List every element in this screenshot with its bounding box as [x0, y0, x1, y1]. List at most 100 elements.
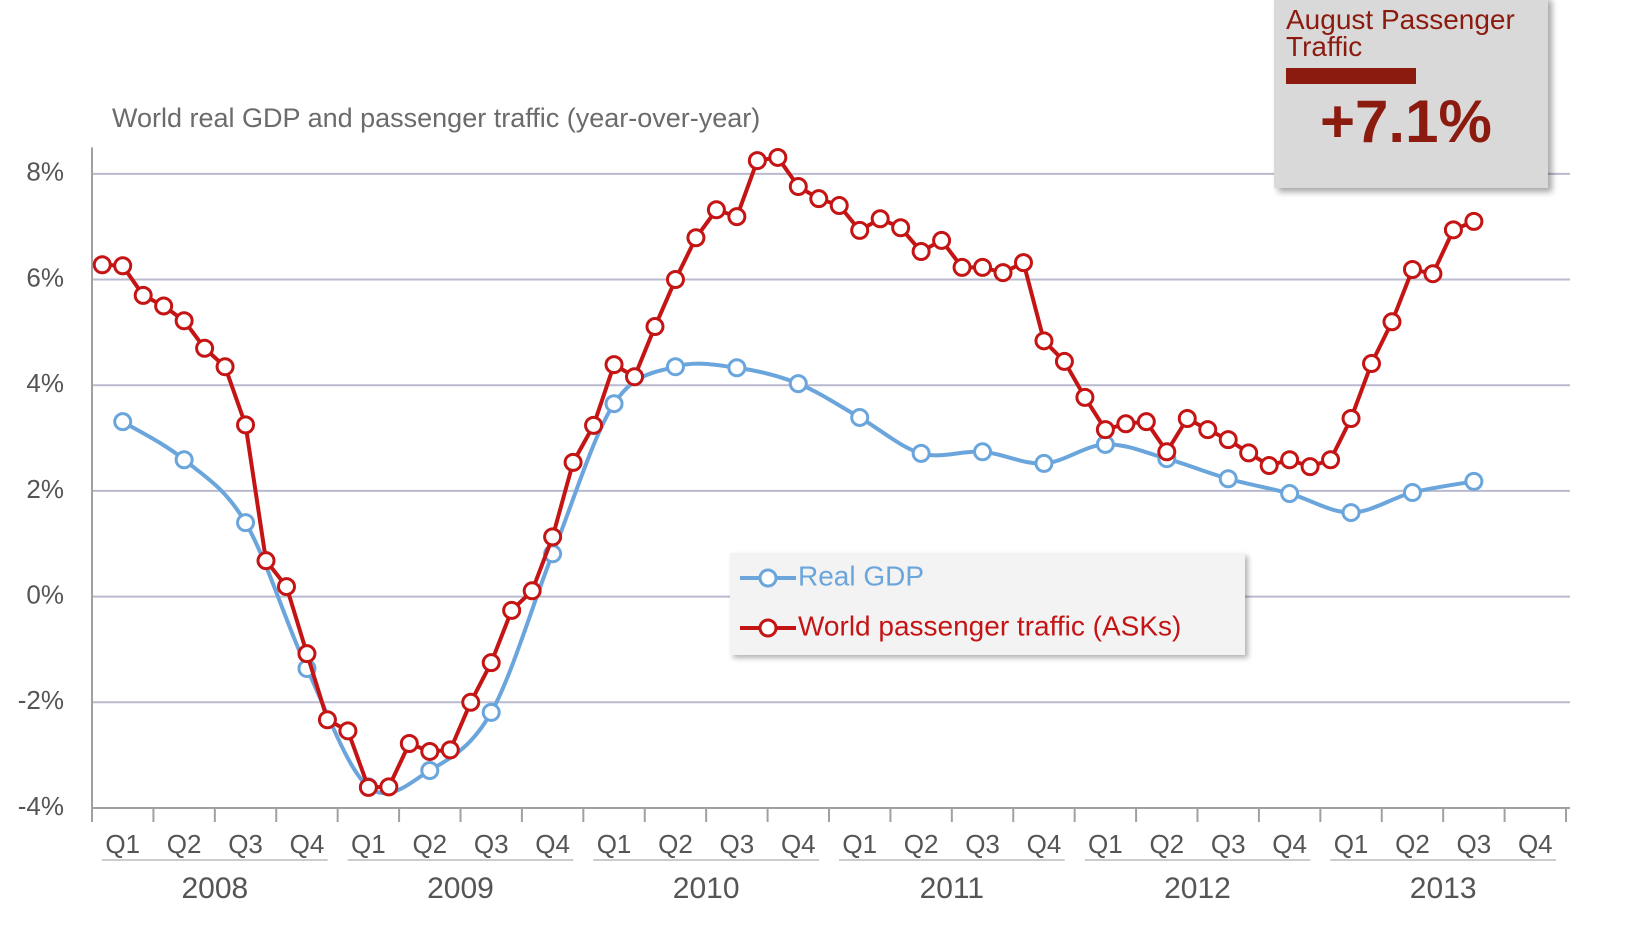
x-tick-label: Q2 — [1149, 829, 1184, 859]
point — [1054, 351, 1074, 371]
point — [1095, 420, 1115, 440]
point — [563, 452, 583, 472]
point — [236, 415, 256, 435]
point — [1198, 420, 1218, 440]
point — [727, 207, 747, 227]
point — [1423, 264, 1443, 284]
x-tick-label: Q1 — [1088, 829, 1123, 859]
year-label: 2013 — [1410, 872, 1477, 905]
x-tick-label: Q4 — [781, 829, 816, 859]
point — [686, 228, 706, 248]
point — [625, 367, 645, 387]
point — [1280, 450, 1300, 470]
point — [665, 270, 685, 290]
point — [1464, 211, 1484, 231]
point — [276, 577, 296, 597]
point — [1341, 409, 1361, 429]
year-label: 2011 — [920, 872, 985, 905]
point — [870, 209, 890, 229]
x-tick-label: Q1 — [105, 829, 140, 859]
point — [1136, 412, 1156, 432]
point — [1382, 312, 1402, 332]
point — [932, 230, 952, 250]
legend-label: Real GDP — [798, 560, 924, 591]
point — [195, 338, 215, 358]
point — [461, 692, 481, 712]
x-tick-label: Q3 — [228, 829, 263, 859]
point — [809, 189, 829, 209]
y-tick-label: 6% — [26, 262, 64, 292]
legend-items: Real GDP World passenger traffic (ASKs) — [740, 560, 1181, 641]
point — [1218, 430, 1238, 450]
point — [850, 220, 870, 240]
point — [113, 256, 133, 276]
x-tick-label: Q2 — [658, 829, 693, 859]
y-tick-label: 2% — [26, 474, 64, 504]
point — [1280, 484, 1300, 504]
callout: August Passenger Traffic +7.1% — [1274, 0, 1548, 188]
x-tick-label: Q4 — [1518, 829, 1553, 859]
point — [174, 311, 194, 331]
point — [297, 644, 317, 664]
x-tick-label: Q4 — [290, 829, 325, 859]
point — [1239, 443, 1259, 463]
point — [1464, 471, 1484, 491]
point — [1402, 482, 1422, 502]
point — [604, 355, 624, 375]
point — [706, 200, 726, 220]
x-tick-label: Q4 — [1027, 829, 1062, 859]
point — [891, 218, 911, 238]
point — [645, 317, 665, 337]
point — [911, 242, 931, 262]
point — [420, 760, 440, 780]
point — [1259, 456, 1279, 476]
point — [1177, 409, 1197, 429]
point — [850, 407, 870, 427]
point — [1218, 469, 1238, 489]
point — [420, 741, 440, 761]
x-tick-label: Q3 — [1211, 829, 1246, 859]
year-label: 2012 — [1164, 872, 1231, 905]
point — [788, 374, 808, 394]
point — [1116, 414, 1136, 434]
point — [338, 721, 358, 741]
point — [1362, 354, 1382, 374]
point — [665, 357, 685, 377]
point — [952, 257, 972, 277]
year-label: 2009 — [427, 872, 494, 905]
legend: Real GDP World passenger traffic (ASKs) — [730, 553, 1245, 655]
point — [1013, 253, 1033, 273]
x-tick-label: Q2 — [412, 829, 447, 859]
point — [727, 358, 747, 378]
point — [481, 653, 501, 673]
point — [1075, 387, 1095, 407]
x-tick-label: Q4 — [535, 829, 570, 859]
y-tick-label: -2% — [18, 685, 64, 715]
point — [113, 412, 133, 432]
point — [215, 357, 235, 377]
point — [1402, 259, 1422, 279]
x-tick-label: Q2 — [1395, 829, 1430, 859]
point — [973, 442, 993, 462]
point — [236, 513, 256, 533]
point — [1321, 450, 1341, 470]
point — [358, 777, 378, 797]
x-tick-label: Q1 — [1334, 829, 1369, 859]
point — [1300, 457, 1320, 477]
legend-marker — [758, 618, 778, 638]
legend-marker — [758, 568, 778, 588]
point — [522, 581, 542, 601]
y-tick-label: 0% — [26, 579, 64, 609]
point — [1034, 453, 1054, 473]
point — [768, 147, 788, 167]
point — [502, 600, 522, 620]
point — [154, 296, 174, 316]
point — [584, 415, 604, 435]
legend-label: World passenger traffic (ASKs) — [798, 610, 1181, 641]
y-tick-label: 8% — [26, 157, 64, 187]
point — [379, 777, 399, 797]
point — [133, 285, 153, 305]
point — [1443, 220, 1463, 240]
x-tick-label: Q3 — [474, 829, 509, 859]
callout-title: August Passenger Traffic — [1286, 4, 1515, 62]
